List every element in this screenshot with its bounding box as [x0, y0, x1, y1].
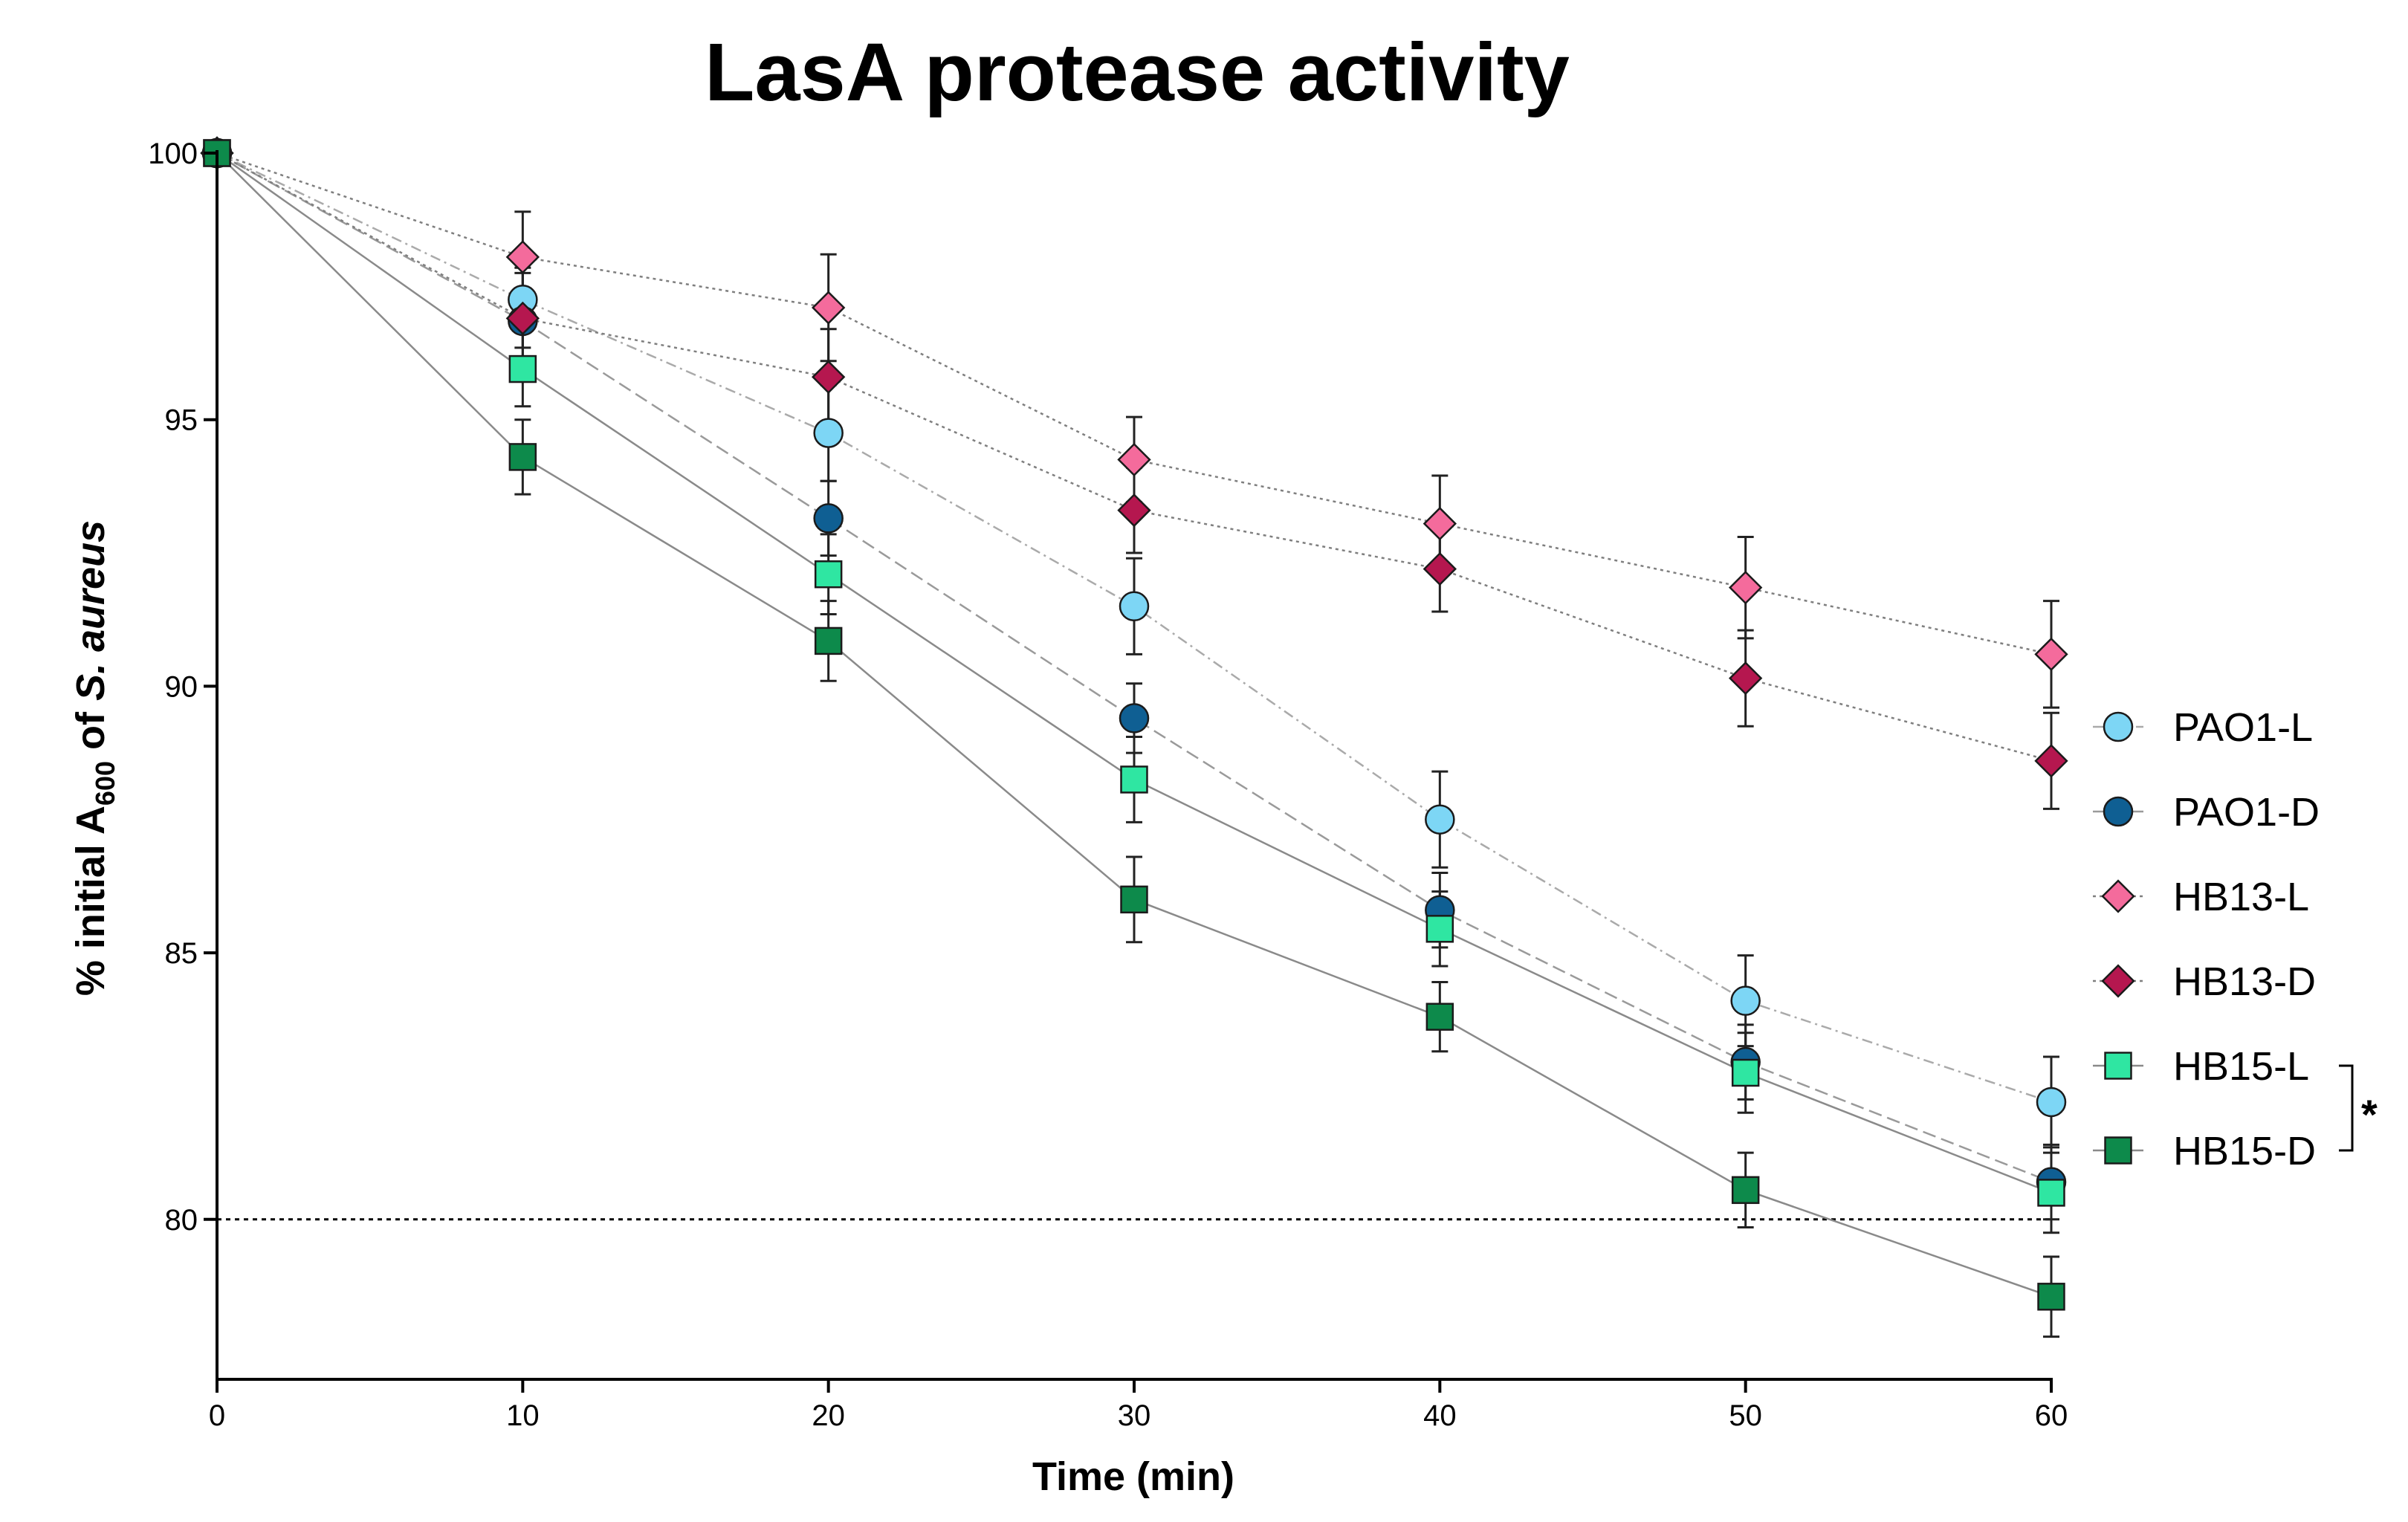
error-bars-pao1-d — [514, 293, 2059, 1221]
data-point — [1425, 1003, 1454, 1031]
data-point — [811, 291, 846, 325]
data-point — [1119, 591, 1150, 622]
legend-item-pao1-d: PAO1-D — [2093, 790, 2320, 835]
legend: PAO1-L PAO1-D HB13-L HB13-D HB15-L HB15-D * — [2093, 705, 2378, 1173]
legend-item-pao1-l: PAO1-L — [2093, 705, 2313, 750]
data-point — [1728, 661, 1763, 696]
y-tick-label: 80 — [165, 1204, 198, 1237]
data-point — [813, 418, 844, 448]
legend-item-hb13-d: HB13-D — [2093, 959, 2316, 1004]
legend-label: PAO1-L — [2173, 705, 2313, 750]
x-tick-label: 10 — [506, 1399, 540, 1432]
plot-area — [200, 136, 2068, 1338]
y-tick-label: 95 — [165, 404, 198, 437]
legend-label: HB13-L — [2173, 875, 2309, 919]
y-axis-title-italic: S. aureus — [68, 520, 113, 701]
legend-marker — [2104, 1052, 2132, 1080]
data-point — [1730, 985, 1761, 1016]
error-bars-hb15-d — [514, 418, 2059, 1338]
x-tick-label: 20 — [812, 1399, 845, 1432]
data-point — [814, 560, 843, 589]
data-point — [1425, 804, 1455, 835]
data-point — [1423, 551, 1457, 586]
data-point — [1119, 703, 1150, 734]
legend-marker — [2104, 1136, 2132, 1165]
legend-item-hb15-d: HB15-D — [2093, 1129, 2316, 1173]
error-bars-hb15-l — [514, 330, 2059, 1234]
data-point — [1120, 765, 1148, 794]
y-axis-title-prefix: % initial A — [68, 806, 113, 996]
data-point — [814, 626, 843, 655]
error-bars-hb13-l — [514, 210, 2059, 709]
data-point — [2034, 744, 2068, 778]
error-bars-pao1-l — [514, 266, 2059, 1149]
data-point — [1728, 571, 1763, 605]
x-tick-label: 60 — [2035, 1399, 2068, 1432]
data-point — [1117, 442, 1151, 477]
y-axis-title-middle: of — [68, 701, 113, 761]
x-tick-label: 50 — [1729, 1399, 1762, 1432]
legend-label: PAO1-D — [2173, 790, 2320, 835]
y-axis-title-subscript: 600 — [90, 761, 120, 806]
legend-marker — [2101, 879, 2135, 913]
legend-marker — [2103, 711, 2134, 742]
data-point — [508, 443, 537, 471]
legend-marker — [2101, 964, 2135, 998]
data-point — [1425, 915, 1454, 943]
x-tick-label: 40 — [1423, 1399, 1457, 1432]
legend-label: HB13-D — [2173, 959, 2316, 1004]
axes: 0 10 20 30 40 50 60 80 85 90 95 100 — [148, 137, 2068, 1432]
series-line-hb15-l — [216, 152, 2052, 1194]
error-bars-hb13-d — [514, 271, 2059, 810]
legend-marker — [2103, 796, 2134, 827]
legend-item-hb15-l: HB15-L — [2093, 1044, 2309, 1089]
series-points-hb15-l — [203, 139, 2065, 1207]
data-point — [2037, 1179, 2065, 1207]
data-point — [505, 240, 540, 274]
legend-item-hb13-l: HB13-L — [2093, 875, 2309, 919]
x-tick-label: 30 — [1118, 1399, 1151, 1432]
x-axis-title: Time (min) — [1032, 1454, 1234, 1499]
significance-label: * — [2361, 1091, 2378, 1138]
series-points-pao1-d — [201, 137, 2067, 1197]
data-point — [1117, 493, 1151, 528]
data-point — [813, 503, 844, 534]
data-point — [1120, 885, 1148, 914]
legend-label: HB15-D — [2173, 1129, 2316, 1173]
data-point — [2034, 637, 2068, 672]
svg-text:% initial A600 of S. aureus: % initial A600 of S. aureus — [68, 520, 120, 996]
data-point — [2036, 1087, 2067, 1118]
significance-bracket: * — [2339, 1064, 2378, 1152]
data-point — [2037, 1283, 2065, 1311]
y-tick-label: 90 — [165, 670, 198, 703]
data-point — [505, 301, 540, 336]
chart-title: LasA protease activity — [705, 27, 1570, 118]
data-point — [508, 354, 537, 383]
data-point — [1423, 506, 1457, 541]
y-axis-title: % initial A600 of S. aureus — [68, 520, 120, 996]
legend-label: HB15-L — [2173, 1044, 2309, 1089]
data-point — [811, 360, 846, 394]
y-tick-label: 85 — [165, 937, 198, 970]
bracket-line — [2339, 1064, 2354, 1152]
y-tick-label: 100 — [148, 137, 198, 170]
data-point — [1731, 1058, 1760, 1087]
x-tick-label: 0 — [209, 1399, 225, 1432]
data-point — [1731, 1176, 1760, 1205]
series-line-pao1-d — [216, 152, 2052, 1183]
